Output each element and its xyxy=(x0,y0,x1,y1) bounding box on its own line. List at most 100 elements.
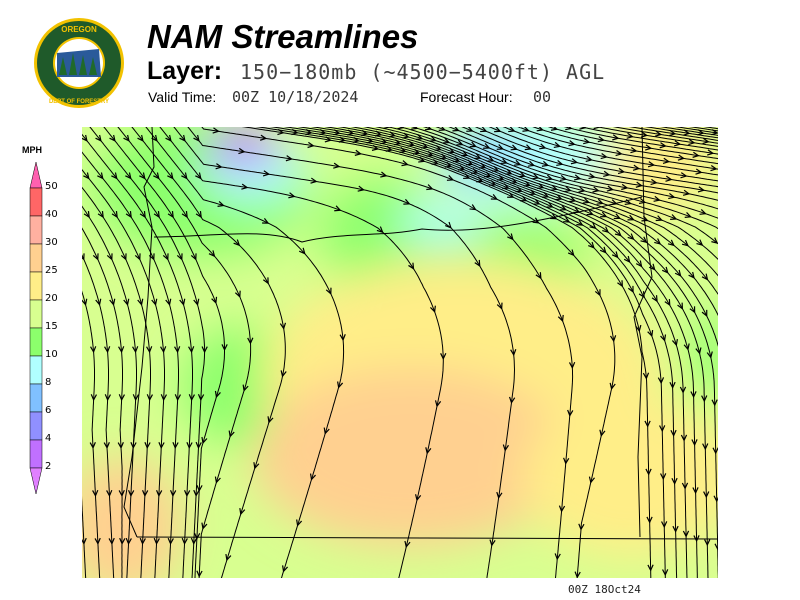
streamline-arrowhead xyxy=(555,194,563,201)
colorbar-swatch xyxy=(29,243,43,273)
streamline-arrowhead xyxy=(680,172,688,179)
streamline-arrowhead xyxy=(82,134,88,142)
streamline-arrowhead xyxy=(195,172,202,180)
streamline-arrowhead xyxy=(111,172,118,180)
streamline-arrowhead xyxy=(262,277,269,285)
streamline-arrowhead xyxy=(645,468,652,476)
streamline-arrowhead xyxy=(626,132,634,139)
streamline-arrowhead xyxy=(567,409,574,417)
layer-label: Layer: xyxy=(147,57,223,85)
streamline-arrowhead xyxy=(647,329,654,338)
page-title: NAM Streamlines xyxy=(147,18,419,55)
streamline-arrowhead xyxy=(596,198,604,205)
streamline-arrowhead xyxy=(669,129,677,137)
streamline-arrowhead xyxy=(123,298,130,306)
streamline-arrowhead xyxy=(502,444,509,452)
streamline-arrowhead xyxy=(671,338,678,347)
streamline-arrowhead xyxy=(664,299,671,307)
streamline-arrowhead xyxy=(228,430,235,438)
streamline-arrowhead xyxy=(117,442,124,450)
colorbar-over-triangle xyxy=(29,161,43,189)
streamline-arrowhead xyxy=(137,298,144,306)
streamline xyxy=(435,127,718,210)
streamline-arrowhead xyxy=(241,183,249,190)
streamline-arrowhead xyxy=(325,287,332,295)
streamline-arrowhead xyxy=(615,149,623,157)
streamline-arrowhead xyxy=(452,127,460,132)
streamline-arrowhead xyxy=(585,155,593,162)
streamline-arrowhead xyxy=(146,394,154,402)
colorbar-tick-label: 10 xyxy=(45,349,58,360)
streamline xyxy=(488,127,718,182)
streamline-arrowhead xyxy=(201,522,208,530)
streamline xyxy=(201,127,616,578)
streamline-arrowhead xyxy=(553,141,562,149)
streamline-arrowhead xyxy=(239,508,246,516)
streamline-arrowhead xyxy=(660,334,667,342)
streamline-arrowhead xyxy=(496,302,503,310)
streamline-arrowhead xyxy=(165,298,172,306)
streamline xyxy=(628,127,718,141)
streamline xyxy=(82,290,101,578)
streamline-arrowhead xyxy=(659,425,666,433)
streamline-arrowhead xyxy=(588,241,595,249)
streamline-arrowhead xyxy=(681,482,689,490)
streamline-arrowhead xyxy=(682,530,690,538)
streamline-arrowhead xyxy=(662,157,671,164)
streamline-arrowhead xyxy=(683,129,691,136)
streamline-arrowhead xyxy=(650,178,658,186)
streamline-arrowhead xyxy=(188,394,196,402)
colorbar-swatch xyxy=(29,187,43,217)
streamline-arrowhead xyxy=(554,553,561,561)
streamline-arrowhead xyxy=(404,540,411,549)
streamline-arrowhead xyxy=(668,192,676,200)
streamline xyxy=(131,127,286,578)
streamline-arrowhead xyxy=(167,211,174,219)
streamline-arrowhead xyxy=(539,143,547,150)
streamline-arrowhead xyxy=(586,209,594,216)
streamline-arrowhead xyxy=(238,147,246,155)
streamline-arrowhead xyxy=(689,306,696,314)
colorbar-tick-label: 25 xyxy=(45,265,58,276)
streamline-arrowhead xyxy=(688,271,695,279)
streamline xyxy=(563,127,718,155)
streamline-arrowhead xyxy=(186,442,193,450)
streamline-arrowhead xyxy=(701,395,708,403)
streamline-arrowhead xyxy=(176,253,183,261)
streamline-arrowhead xyxy=(89,442,96,450)
streamline-arrowhead xyxy=(120,253,127,261)
streamline-arrowhead xyxy=(165,134,172,142)
streamline xyxy=(82,151,179,578)
streamline-arrowhead xyxy=(196,484,203,493)
streamline xyxy=(283,127,688,578)
streamline-arrowhead xyxy=(153,537,160,546)
streamline-arrowhead xyxy=(564,186,572,193)
streamline-arrowhead xyxy=(280,370,287,378)
streamline xyxy=(461,127,718,194)
streamline-arrowhead xyxy=(83,211,90,219)
streamline-arrowhead xyxy=(568,140,576,147)
streamline-arrowhead xyxy=(139,172,146,180)
streamline-arrowhead xyxy=(541,160,550,167)
streamline-arrowhead xyxy=(702,443,709,451)
streamline-arrowhead xyxy=(181,537,188,546)
streamline xyxy=(159,127,444,578)
streamline-arrowhead xyxy=(247,337,254,345)
streamline-arrowhead xyxy=(702,137,710,145)
colorbar-tick-label: 40 xyxy=(45,209,58,220)
streamline-arrowhead xyxy=(569,196,577,203)
streamline-arrowhead xyxy=(296,519,303,527)
streamline-arrowhead xyxy=(597,136,605,143)
streamline-arrowhead xyxy=(262,217,270,224)
streamline-arrowhead xyxy=(574,571,581,578)
streamline-arrowhead xyxy=(610,199,618,206)
streamline-arrowhead xyxy=(712,447,718,455)
streamline-arrowhead xyxy=(692,487,699,495)
streamline-arrowhead xyxy=(567,249,575,257)
streamline-arrowhead xyxy=(672,525,679,533)
streamline-arrowhead xyxy=(309,473,317,481)
streamline-arrowhead xyxy=(655,215,663,222)
streamline-arrowhead xyxy=(559,204,568,211)
streamline-arrowhead xyxy=(153,211,160,219)
streamline-arrowhead xyxy=(151,134,158,142)
